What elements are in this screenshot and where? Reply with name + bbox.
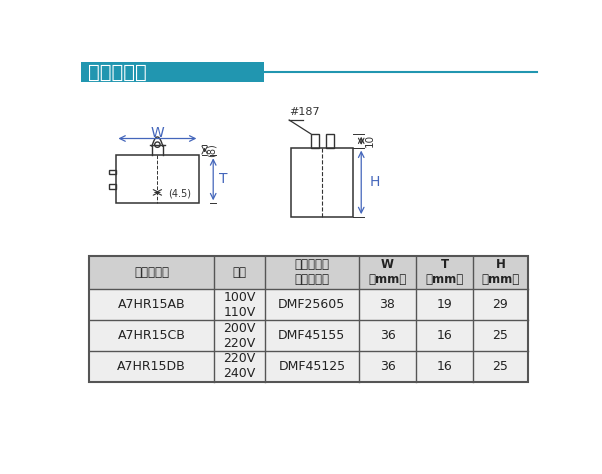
Text: コンデンサ: コンデンサ [88, 63, 147, 82]
Text: 220V
240V: 220V 240V [223, 353, 256, 381]
Bar [326, 134, 334, 148]
Text: DMF45125: DMF45125 [278, 360, 346, 373]
Text: W: W [150, 126, 164, 140]
Bar [81, 62, 264, 82]
Text: A7HR15DB: A7HR15DB [117, 360, 186, 373]
Text: T: T [219, 173, 228, 186]
Text: T
（mm）: T （mm） [426, 258, 464, 286]
Bar [89, 255, 528, 290]
Text: 16: 16 [436, 329, 452, 342]
Bar [110, 170, 116, 174]
Text: 36: 36 [380, 329, 396, 342]
Text: DMF25605: DMF25605 [278, 298, 346, 311]
Bar [89, 320, 528, 351]
Bar [89, 255, 528, 382]
Text: 100V
110V: 100V 110V [223, 291, 256, 319]
Text: 38: 38 [379, 298, 396, 311]
Text: 19: 19 [436, 298, 452, 311]
Text: H: H [370, 175, 380, 190]
Text: H
（mm）: H （mm） [482, 258, 520, 286]
Bar [89, 351, 528, 382]
Text: W
（mm）: W （mm） [368, 258, 406, 286]
Text: 16: 16 [436, 360, 452, 373]
Text: 25: 25 [492, 329, 508, 342]
Text: #187: #187 [289, 107, 320, 117]
Text: A7HR15AB: A7HR15AB [118, 298, 185, 311]
Bar [291, 148, 353, 217]
Text: A7HR15CB: A7HR15CB [118, 329, 185, 342]
Text: 29: 29 [492, 298, 508, 311]
Text: モータ形式: モータ形式 [134, 266, 169, 279]
Bar [110, 184, 116, 189]
Text: 200V
220V: 200V 220V [223, 322, 256, 350]
Text: (4.5): (4.5) [168, 188, 191, 198]
Text: 10: 10 [364, 134, 374, 147]
Bar [89, 290, 528, 320]
Text: DMF45155: DMF45155 [278, 329, 346, 342]
Bar [116, 155, 199, 203]
Text: (8): (8) [207, 143, 217, 157]
Bar [311, 134, 318, 148]
Text: 36: 36 [380, 360, 396, 373]
Text: 25: 25 [492, 360, 508, 373]
Text: コンデンサ
（付属品）: コンデンサ （付属品） [294, 258, 329, 286]
Text: 電圧: 電圧 [232, 266, 246, 279]
